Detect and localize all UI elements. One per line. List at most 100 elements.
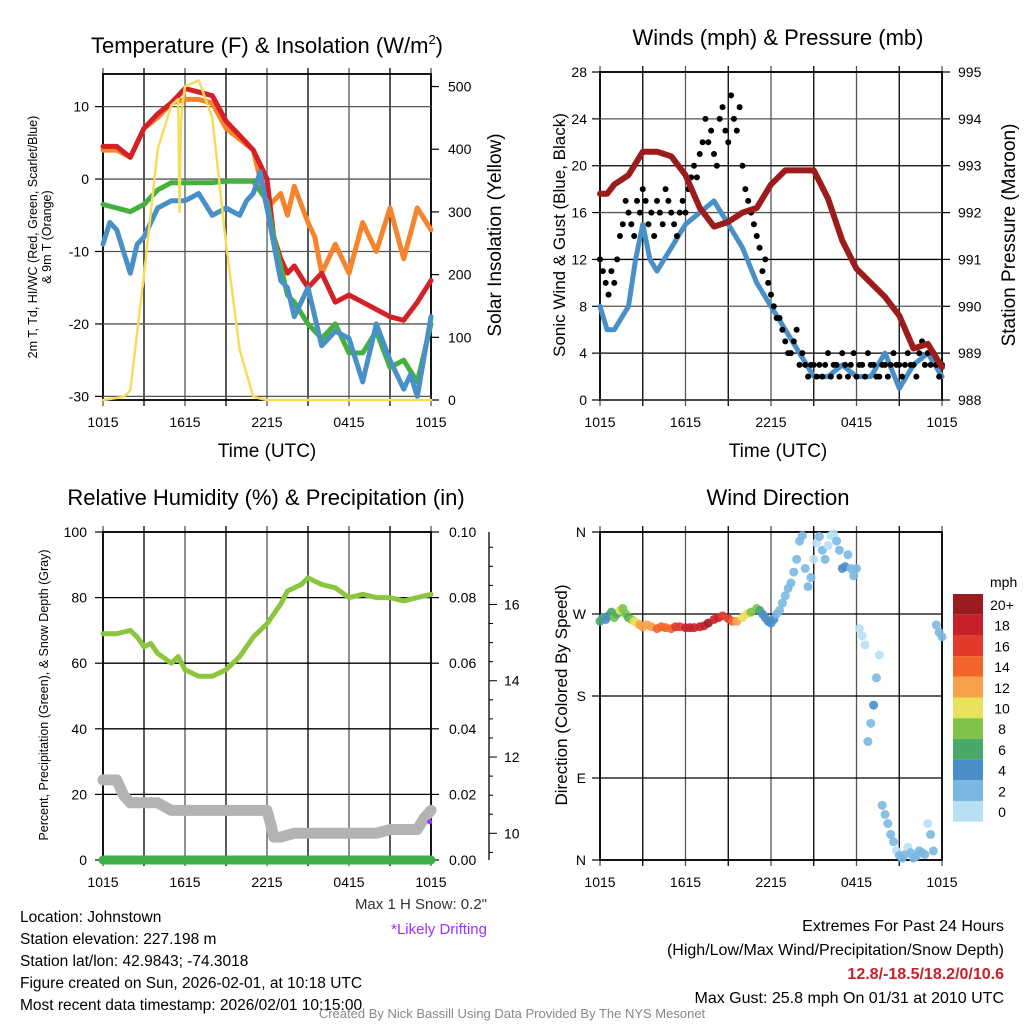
y-tick-label: 60 <box>71 655 87 671</box>
gust-point <box>745 197 752 204</box>
direction-point <box>880 809 890 819</box>
extremes-subtitle: (High/Low/Max Wind/Precipitation/Snow De… <box>666 942 1004 959</box>
gust-point <box>762 256 769 263</box>
gust-point <box>882 361 888 368</box>
recent-timestamp-text: Most recent data timestamp: 2026/02/01 1… <box>20 997 363 1014</box>
gust-point <box>719 104 726 111</box>
y-tick-label: -20 <box>69 316 89 332</box>
legend-label: 18 <box>994 618 1010 634</box>
direction-point <box>937 632 947 642</box>
latlon-text: Station lat/lon: 42.9843; -74.3018 <box>20 953 249 970</box>
series-line-relative-humidity <box>100 575 434 679</box>
direction-point <box>920 850 930 860</box>
legend-label: 14 <box>994 659 1010 675</box>
gust-point <box>750 221 757 228</box>
gust-point <box>668 209 675 216</box>
x-tick-label: 1015 <box>87 414 118 430</box>
gust-point <box>793 326 800 333</box>
direction-point <box>829 529 839 539</box>
gust-point <box>671 221 678 228</box>
gust-point <box>862 373 869 380</box>
gust-point <box>733 127 740 134</box>
direction-point <box>823 541 833 551</box>
gust-point <box>597 256 603 263</box>
direction-point <box>883 819 893 829</box>
gust-point <box>616 233 623 239</box>
location-text: Location: Johnstown <box>20 909 162 926</box>
gust-point <box>634 197 641 204</box>
direction-point <box>777 598 787 608</box>
gust-point <box>659 221 666 228</box>
gust-point <box>927 361 934 368</box>
y2-axis-label: Solar Insolation (Yellow) <box>485 133 506 336</box>
gust-point <box>825 350 831 357</box>
gust-point <box>636 209 643 216</box>
direction-point <box>775 605 785 615</box>
gust-point <box>853 373 860 380</box>
gust-point <box>728 92 735 99</box>
gust-point <box>693 174 700 181</box>
y-tick-label: S <box>577 688 586 704</box>
extremes-title: Extremes For Past 24 Hours <box>802 918 1004 935</box>
gust-point <box>813 373 820 380</box>
gust-point <box>916 350 923 357</box>
gust-point <box>799 350 806 357</box>
y2-tick-label: 0 <box>448 392 456 408</box>
gust-point <box>716 115 723 122</box>
gust-point <box>913 373 920 380</box>
direction-point <box>923 819 933 829</box>
x-tick-label: 1015 <box>415 874 446 890</box>
y-tick-label: 0 <box>79 852 87 868</box>
gust-point <box>696 151 703 157</box>
gust-point <box>790 338 797 345</box>
extremes-panel: Extremes For Past 24 Hours (High/Low/Max… <box>667 915 1004 1011</box>
gust-point <box>702 115 709 122</box>
y3-tick-label: 10 <box>504 825 520 841</box>
x-tick-label: 0415 <box>841 874 872 890</box>
direction-point <box>786 578 796 588</box>
legend-swatch <box>953 697 983 719</box>
y-axis-label: Percent, Precipitation (Green), & Snow D… <box>37 549 51 840</box>
direction-point <box>806 573 816 583</box>
gust-point <box>770 303 777 310</box>
series-line-wc <box>100 169 434 399</box>
direction-point <box>866 718 876 728</box>
direction-point <box>792 554 802 564</box>
gust-point <box>796 361 803 368</box>
y-tick-label: -30 <box>69 388 89 404</box>
legend-swatch <box>953 676 983 698</box>
gust-point <box>602 279 609 286</box>
direction-point <box>857 631 867 641</box>
y-tick-label: 0 <box>579 392 587 408</box>
gust-point <box>802 361 809 368</box>
gust-point <box>625 209 632 216</box>
gust-point <box>642 197 649 204</box>
direction-point <box>886 829 896 839</box>
y-tick-label: N <box>576 852 586 868</box>
gust-point <box>648 209 655 216</box>
gust-point <box>679 197 686 204</box>
gust-point <box>904 350 911 357</box>
direction-point <box>889 837 899 847</box>
series-line-station-pressure <box>597 148 945 371</box>
gust-point <box>859 361 866 368</box>
gust-point <box>705 139 712 146</box>
legend-swatch <box>953 656 983 677</box>
x-tick-label: 2215 <box>251 874 282 890</box>
gust-point <box>665 197 672 204</box>
direction-point <box>834 545 844 555</box>
gust-point <box>691 162 698 169</box>
gust-point <box>921 361 928 368</box>
y-axis-label: 2m T, Td, HI/WC (Red, Green, Scarlet/Blu… <box>26 116 40 359</box>
direction-point <box>814 532 824 542</box>
gust-point <box>844 373 851 380</box>
gust-point <box>768 291 774 298</box>
y-tick-label: -10 <box>69 243 89 259</box>
direction-point <box>803 582 813 592</box>
gust-point <box>816 361 823 368</box>
max-snow-text: Max 1 H Snow: 0.2" <box>354 896 487 913</box>
y2-tick-label: 994 <box>958 111 982 127</box>
series-line-solar-insolation <box>101 79 433 402</box>
extremes-values: 12.8/-18.5/18.2/0/10.6 <box>847 966 1004 983</box>
